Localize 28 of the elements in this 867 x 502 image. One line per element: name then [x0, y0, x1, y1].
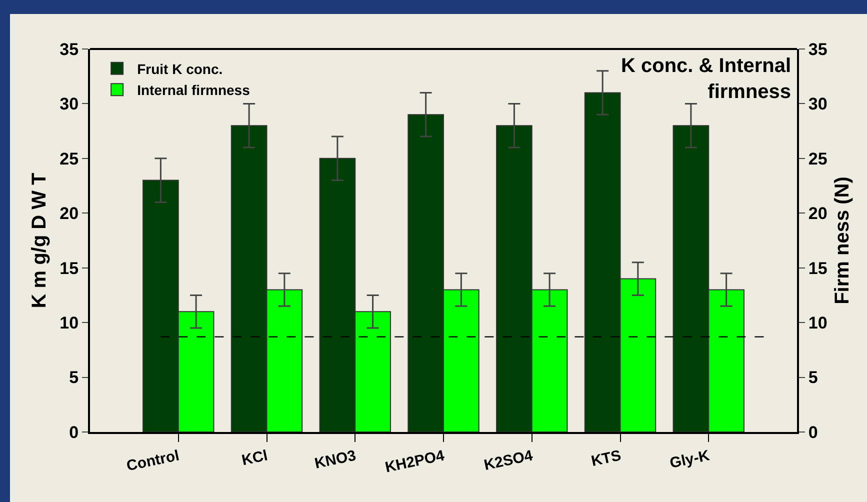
y2-axis-title: Firm ness (N) — [831, 176, 854, 304]
legend-label: Internal firmness — [137, 82, 250, 98]
y2-tick-label: 0 — [808, 422, 818, 442]
x-tick-label: KCl — [240, 447, 270, 470]
x-tick-label: KNO3 — [313, 447, 358, 472]
y-tick-label: 0 — [69, 422, 79, 442]
y-tick-label: 15 — [60, 258, 79, 278]
x-tick-label: Control — [125, 447, 181, 475]
x-tick-label: KH2PO4 — [384, 446, 447, 476]
legend-label: Fruit K conc. — [137, 60, 223, 77]
y2-tick-label: 20 — [808, 204, 828, 224]
y2-tick-label: 35 — [808, 40, 828, 59]
x-tick-label: KTS — [590, 447, 623, 470]
y-axis-title: K m g/g D W T — [28, 172, 51, 308]
y2-tick-label: 30 — [808, 94, 828, 114]
y-tick-label: 10 — [60, 314, 79, 333]
y-tick-label: 35 — [60, 40, 79, 59]
y-tick-label: 30 — [60, 94, 79, 114]
y2-tick-label: 5 — [808, 368, 818, 388]
text: K conc. & Internal firmness — [621, 55, 792, 103]
y2-tick-label: 10 — [808, 314, 828, 333]
x-tick-label: Gly-K — [668, 447, 712, 472]
x-tick-label: K2SO4 — [482, 446, 535, 474]
y-tick-label: 20 — [60, 204, 79, 224]
y2-tick-label: 15 — [808, 258, 828, 278]
y-tick-label: 25 — [60, 149, 79, 168]
y-tick-label: 5 — [69, 368, 79, 388]
y2-tick-label: 25 — [808, 149, 828, 168]
